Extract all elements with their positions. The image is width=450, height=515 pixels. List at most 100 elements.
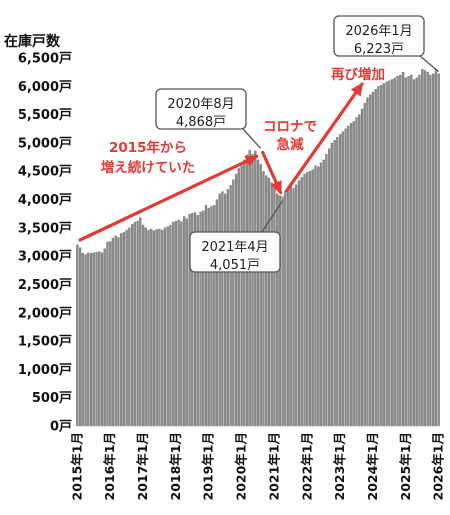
bar [207,207,210,427]
callout-2020-aug-box [155,88,247,130]
bar [155,229,158,427]
y-tick-label: 2,000戸 [18,306,72,321]
bar [396,75,399,427]
bar [327,148,331,427]
bar [199,211,202,427]
bar [330,142,334,427]
bar [196,215,199,427]
bar [292,188,295,427]
bar [78,247,82,427]
bar [286,188,290,427]
bar [232,179,235,427]
recover-arrow-head [350,82,364,97]
bar [352,121,355,427]
bar [133,222,137,427]
bar [421,69,424,427]
bar [81,253,85,427]
bar [84,254,87,427]
bar [234,173,238,427]
bar [289,184,293,427]
bar [128,227,131,427]
callout-2020-aug-pointer [242,128,262,149]
y-tick-label: 3,000戸 [18,250,72,265]
bar [366,97,369,427]
bar [369,94,372,427]
y-tick-label: 2,500戸 [18,278,72,293]
bar [262,171,265,427]
bar [254,150,257,427]
bar [193,212,197,427]
bar [349,122,353,427]
bar [281,196,284,427]
y-tick-label: 3,500戸 [18,221,72,236]
bar [410,74,413,427]
x-tick-label: 2026年1月 [431,432,446,501]
bar [347,125,350,427]
bar [141,224,145,427]
bar [204,205,208,427]
bar [393,77,397,427]
bar [245,154,249,427]
bar [434,69,438,427]
bar [423,70,427,427]
bar [412,79,416,427]
bar [89,253,93,427]
bar [344,128,347,427]
bar [111,237,115,427]
bar [87,252,90,427]
bar [114,235,117,427]
bar [122,232,126,427]
bar [76,244,79,427]
drop-annotation: コロナで [263,119,317,135]
bar [377,86,380,427]
y-tick-label: 500戸 [32,391,72,406]
callout-2026-jan-box [333,15,425,57]
callout-2020-aug-text: 2020年8月 [167,97,234,112]
bar [210,206,213,427]
bar [275,193,279,427]
bar [218,193,221,427]
x-tick-label: 2018年1月 [168,432,183,501]
x-tick-label: 2021年1月 [266,432,281,501]
bar [300,177,303,427]
bar [237,168,241,427]
bar [248,150,251,427]
bar [401,71,405,427]
x-tick-label: 2024年1月 [365,432,380,501]
bar [182,216,186,427]
bar [379,85,383,427]
bar [308,171,312,427]
x-tick-label: 2017年1月 [135,432,150,501]
bar [95,252,98,427]
bar [267,177,271,427]
bar [223,193,227,427]
bar [284,190,287,427]
bar [202,210,205,427]
bar [319,162,323,427]
bar [355,117,358,427]
y-tick-label: 1,500戸 [18,335,72,350]
y-tick-label: 6,500戸 [18,52,72,67]
bar [229,185,232,427]
bar [161,229,164,427]
bar [437,73,440,427]
bar [191,212,194,427]
bar [180,221,183,427]
bar [144,227,147,427]
bar [213,205,216,427]
bar [169,224,172,427]
bar [136,220,139,427]
bar [139,217,142,427]
callout-2020-aug-text: 4,868戸 [176,115,226,130]
x-tick-label: 2020年1月 [234,432,249,501]
y-tick-label: 5,000戸 [18,136,72,151]
bar [240,165,243,427]
rise-annotation: 増え続けていた [101,159,196,176]
bar [171,222,175,427]
x-tick-label: 2019年1月 [201,432,216,501]
bar [270,182,273,427]
bar [226,189,230,427]
y-axis-title: 在庫戸数 [4,33,61,50]
x-tick-label: 2023年1月 [332,432,347,501]
bar [100,252,104,427]
